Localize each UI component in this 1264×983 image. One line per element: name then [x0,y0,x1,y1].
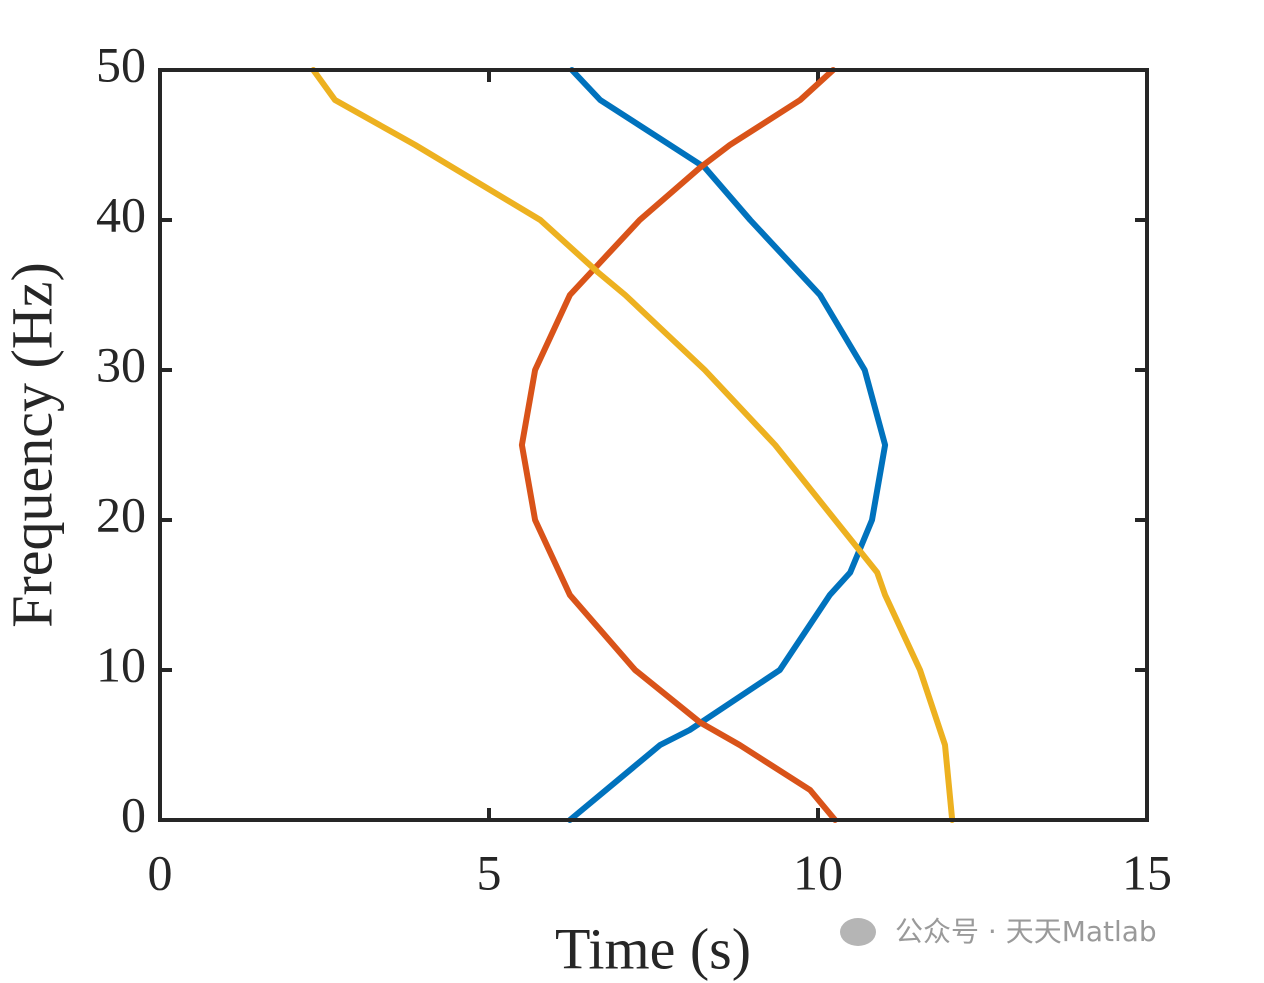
x-tick-label: 10 [793,844,843,900]
watermark-group: 公众号 · 天天Matlab [840,915,1157,948]
line [310,67,956,823]
watermark: 公众号 · 天天Matlab [895,915,1157,948]
x-tick-label: 5 [477,844,502,900]
line [518,67,839,823]
x-tick-label: 0 [148,844,173,900]
y-tick-label: 30 [96,336,146,392]
watermark-icon [840,918,876,946]
plot-frame [158,68,1149,822]
y-axis-label: Frequency (Hz) [0,262,64,628]
y-tick-label: 50 [96,36,146,92]
y-tick-label: 10 [96,636,146,692]
y-tick-label: 0 [121,786,146,842]
line [566,67,889,823]
y-tick-label: 20 [96,486,146,542]
y-tick-label: 40 [96,186,146,242]
x-tick-label: 15 [1122,844,1172,900]
x-axis-label: Time (s) [555,916,751,981]
